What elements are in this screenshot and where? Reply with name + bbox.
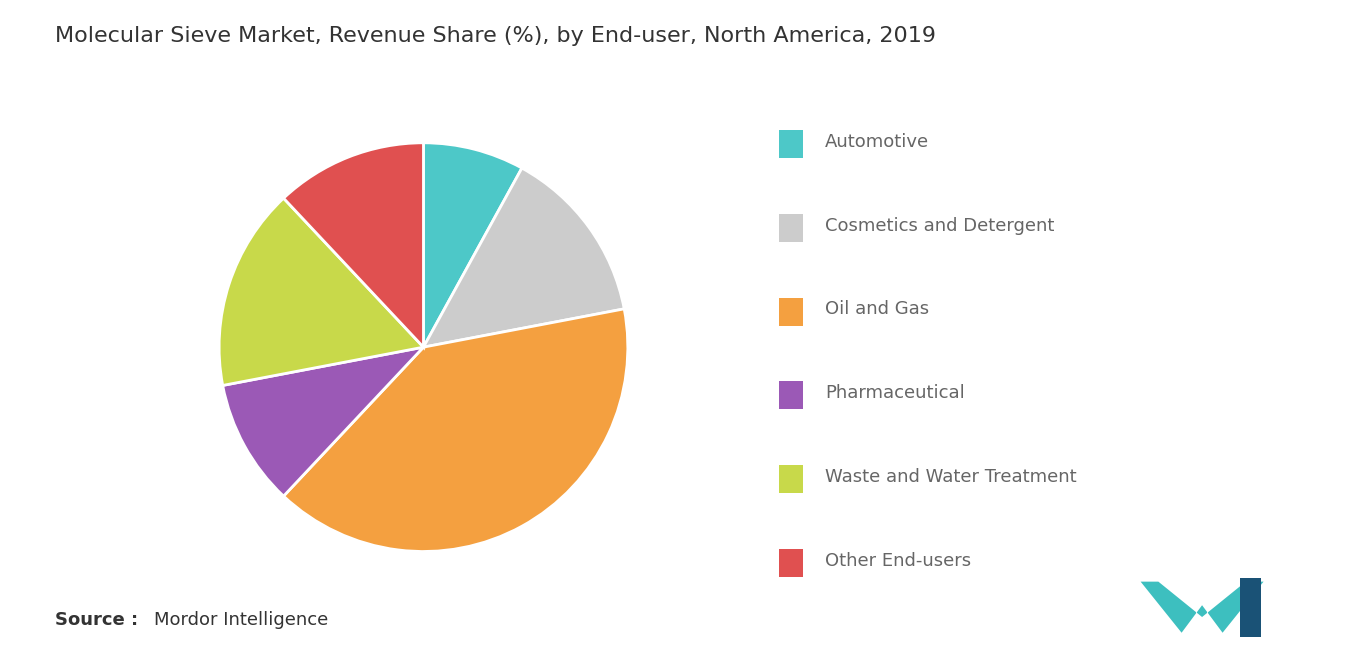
- Bar: [779, 214, 803, 242]
- Bar: [779, 381, 803, 409]
- Text: Mordor Intelligence: Mordor Intelligence: [154, 611, 329, 629]
- Wedge shape: [219, 198, 423, 385]
- Wedge shape: [423, 143, 522, 347]
- Text: Waste and Water Treatment: Waste and Water Treatment: [825, 468, 1076, 486]
- Wedge shape: [284, 143, 423, 347]
- Text: Molecular Sieve Market, Revenue Share (%), by End-user, North America, 2019: Molecular Sieve Market, Revenue Share (%…: [55, 26, 936, 47]
- Text: Automotive: Automotive: [825, 133, 929, 151]
- Bar: [779, 465, 803, 493]
- Wedge shape: [223, 347, 423, 496]
- Text: Cosmetics and Detergent: Cosmetics and Detergent: [825, 217, 1055, 234]
- Bar: [779, 130, 803, 158]
- Text: Source :: Source :: [55, 611, 138, 629]
- Text: Oil and Gas: Oil and Gas: [825, 301, 929, 318]
- Text: Other End-users: Other End-users: [825, 552, 971, 570]
- Wedge shape: [284, 309, 628, 552]
- Polygon shape: [1141, 582, 1264, 633]
- Bar: [1240, 578, 1261, 637]
- Bar: [779, 549, 803, 577]
- Text: Pharmaceutical: Pharmaceutical: [825, 384, 964, 402]
- Wedge shape: [423, 168, 624, 347]
- Bar: [779, 297, 803, 326]
